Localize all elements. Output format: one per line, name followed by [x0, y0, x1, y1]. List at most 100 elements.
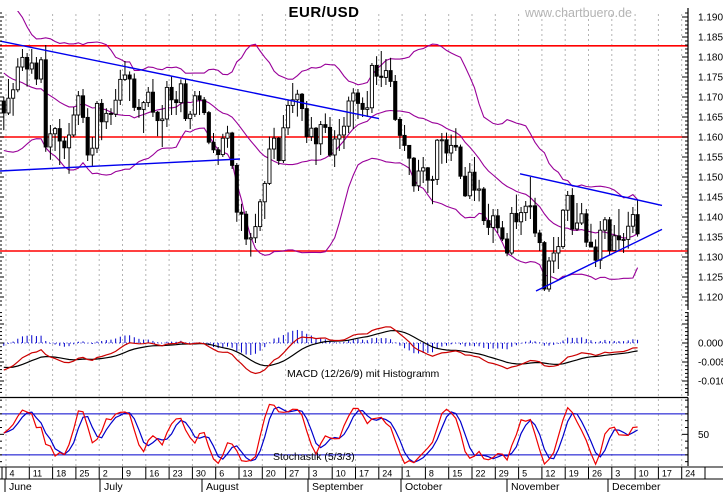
candle: [607, 219, 612, 252]
axis-tick-label: 2: [103, 469, 108, 479]
axis-tick-label: November: [511, 481, 560, 493]
candle: [313, 127, 319, 145]
chart-title: EUR/USD: [288, 4, 360, 21]
candle: [346, 100, 351, 127]
bollinger-bands: [3, 11, 639, 281]
axis-tick-label: 3: [615, 469, 620, 479]
candle: [220, 137, 225, 156]
axis-tick-label: 10: [639, 469, 649, 479]
candle: [369, 64, 374, 109]
axis-tick-label: 16: [149, 469, 159, 479]
candle: [402, 134, 407, 146]
candle: [588, 241, 594, 248]
candle: [178, 83, 183, 104]
candle: [523, 205, 528, 214]
candle: [565, 194, 570, 211]
axis-tick-label: June: [9, 481, 32, 493]
candle: [551, 252, 556, 262]
axis-tick-label: 5: [522, 469, 527, 479]
candle: [276, 137, 281, 162]
candle: [519, 212, 524, 223]
candle: [192, 95, 197, 115]
candle: [612, 235, 617, 252]
candle: [53, 128, 58, 135]
candle: [439, 139, 444, 142]
axis-tick-label: 26: [592, 469, 602, 479]
candle: [407, 144, 412, 159]
candle: [477, 188, 482, 191]
candle: [90, 147, 95, 156]
candle: [71, 114, 76, 136]
candle: [48, 133, 53, 148]
candle: [481, 188, 486, 222]
candle: [393, 80, 398, 120]
candle: [248, 237, 253, 240]
candle: [76, 95, 81, 116]
candle: [584, 213, 589, 243]
candle: [327, 126, 333, 156]
candle: [626, 225, 631, 240]
candle: [29, 62, 34, 70]
axis-tick-label: 10: [336, 469, 346, 479]
candle: [486, 220, 491, 228]
candle: [449, 144, 454, 154]
candle: [34, 62, 39, 80]
candle: [234, 164, 239, 213]
candle: [360, 102, 365, 110]
candle: [169, 86, 174, 101]
axis-tick-label: 0.000: [698, 339, 723, 350]
candle: [136, 106, 141, 110]
candle: [397, 118, 402, 136]
candle: [244, 213, 249, 240]
candle: [463, 175, 468, 197]
axis-tick-label: 24: [685, 469, 695, 479]
axis-tick-label: 1.190: [698, 13, 723, 24]
axis-tick-label: 23: [173, 469, 183, 479]
candle: [295, 93, 300, 101]
candle: [202, 99, 207, 114]
candle: [556, 246, 561, 254]
axis-tick-label: 1.170: [698, 93, 723, 104]
axis-tick-label: 1.120: [698, 293, 723, 304]
candle: [630, 214, 635, 227]
candle: [258, 201, 263, 228]
candle: [66, 134, 72, 149]
candle: [253, 226, 258, 239]
candle: [593, 246, 598, 261]
candle: [309, 127, 314, 138]
axis-tick-label: 1: [406, 469, 411, 479]
macd-indicator-label: MACD (12/26/9) mit Histogramm: [287, 368, 440, 380]
candle: [579, 213, 584, 224]
stoch-d-line: [3, 406, 638, 463]
candle: [1, 100, 6, 114]
axis-tick-label: 12: [545, 469, 555, 479]
axis-tick-label: 4: [10, 469, 15, 479]
candle: [206, 112, 211, 143]
candle: [379, 75, 384, 78]
weekly-gridlines: [5, 14, 683, 466]
candle: [560, 209, 566, 248]
candle: [216, 149, 221, 156]
candle: [453, 144, 458, 148]
axis-tick-label: 6: [219, 469, 224, 479]
candle: [94, 102, 100, 149]
candle: [635, 214, 640, 235]
candle: [155, 111, 160, 122]
bollinger-lower-band: [3, 127, 639, 281]
axis-tick-label: 25: [79, 469, 89, 479]
candle: [11, 89, 16, 99]
candle: [495, 215, 500, 229]
candle: [127, 74, 132, 80]
trendlines: [0, 40, 663, 292]
axis-tick-label: August: [206, 481, 239, 493]
axis-tick-label: -0.005: [698, 358, 723, 369]
month-axis: June July August September October November De…: [4, 479, 661, 493]
candle: [458, 146, 463, 177]
axis-tick-label: 1.130: [698, 253, 723, 264]
candle: [472, 171, 477, 191]
candle: [211, 141, 216, 151]
candle: [39, 59, 44, 80]
candle: [602, 219, 607, 231]
stoch-k-line: [3, 403, 638, 466]
